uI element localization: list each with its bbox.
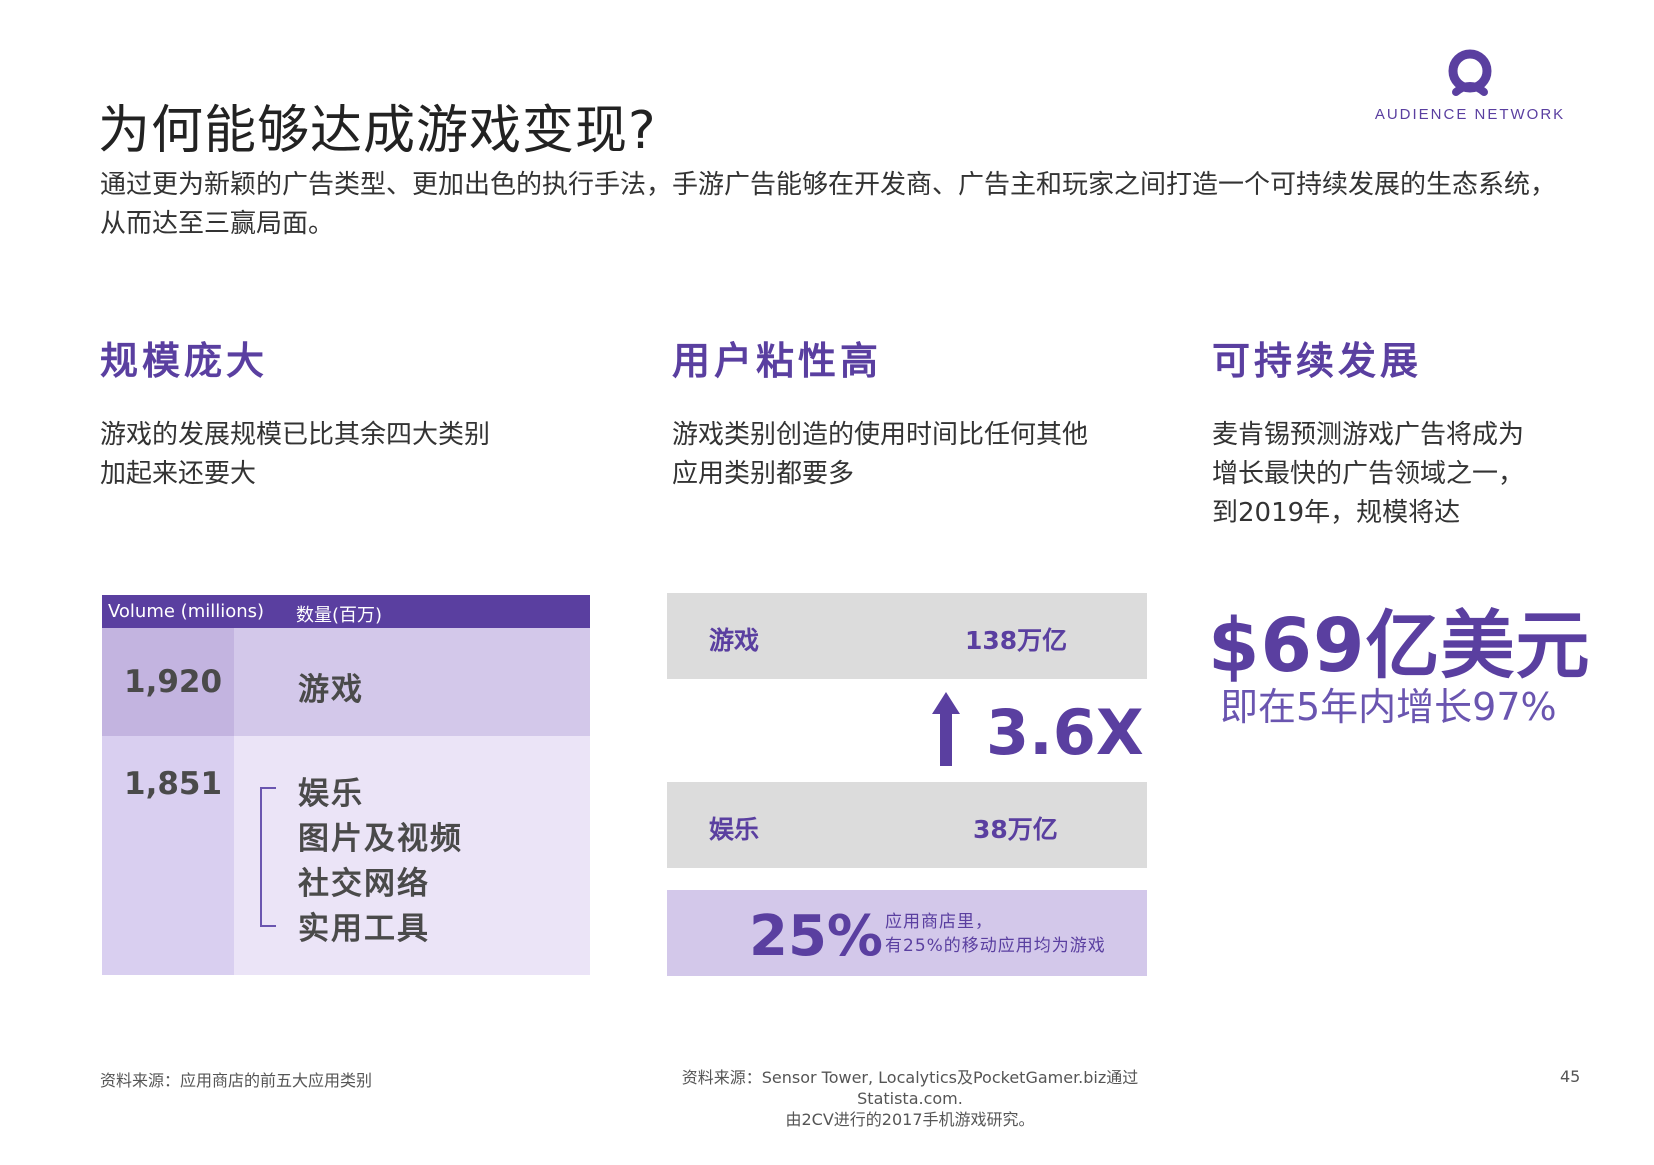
- logo-text: AUDIENCE NETWORK: [1374, 106, 1566, 123]
- desc-line: 游戏的发展规模已比其余四大类别: [100, 420, 491, 450]
- desc-line: 到2019年，规模将达: [1212, 498, 1461, 528]
- audience-network-logo: AUDIENCE NETWORK: [1370, 48, 1570, 128]
- row-value: 1,851: [124, 766, 223, 802]
- audience-network-logo-icon: [1448, 49, 1492, 96]
- forecast-amount: $69亿美元: [1208, 603, 1591, 689]
- usage-bar-value: 138万亿: [965, 626, 1068, 655]
- column-desc-scale: 游戏的发展规模已比其余四大类别 加起来还要大: [100, 416, 490, 494]
- source-middle: 资料来源：Sensor Tower, Localytics及PocketGame…: [630, 1067, 1190, 1130]
- column-desc-engagement: 游戏类别创造的使用时间比任何其他 应用类别都要多: [672, 416, 1088, 494]
- games-share-note: 应用商店里， 有25%的移动应用均为游戏: [885, 910, 1106, 958]
- row-category: 娱乐: [298, 776, 364, 812]
- page-number: 45: [1560, 1067, 1581, 1086]
- usage-bar-label: 娱乐: [709, 815, 760, 844]
- row-category: 实用工具: [298, 911, 430, 947]
- source-left: 资料来源：应用商店的前五大应用类别: [100, 1071, 373, 1090]
- column-title-scale: 规模庞大: [100, 339, 269, 383]
- forecast-growth: 即在5年内增长97%: [1220, 685, 1557, 729]
- desc-line: 应用类别都要多: [672, 459, 855, 489]
- growth-multiplier: 3.6X: [986, 696, 1144, 769]
- column-title-sustainable: 可持续发展: [1212, 339, 1423, 383]
- column-desc-sustainable: 麦肯锡预测游戏广告将成为 增长最快的广告领域之一， 到2019年，规模将达: [1212, 416, 1524, 533]
- games-share-value: 25%: [749, 904, 884, 969]
- source-line: 资料来源：Sensor Tower, Localytics及PocketGame…: [681, 1068, 1139, 1108]
- row-category: 游戏: [298, 672, 364, 708]
- table-row: 1,920 游戏: [102, 628, 590, 736]
- volume-table-header: Volume (millions) 数量(百万): [102, 595, 590, 628]
- row-category: 图片及视频: [298, 821, 463, 857]
- note-line: 有25%的移动应用均为游戏: [885, 936, 1106, 956]
- desc-line: 加起来还要大: [100, 459, 257, 489]
- row-value: 1,920: [124, 664, 223, 700]
- table-cell-value: 1,920: [102, 628, 234, 736]
- desc-line: 麦肯锡预测游戏广告将成为: [1212, 420, 1525, 450]
- usage-bar-label: 游戏: [709, 626, 760, 655]
- usage-bar-value: 38万亿: [973, 815, 1058, 844]
- column-title-engagement: 用户粘性高: [672, 339, 883, 383]
- desc-line: 增长最快的广告领域之一，: [1212, 459, 1525, 489]
- table-cell-value: 1,851: [102, 736, 234, 975]
- usage-bar-entertainment: 娱乐 38万亿: [667, 782, 1147, 868]
- source-line: 由2CV进行的2017手机游戏研究。: [785, 1110, 1035, 1129]
- row-category: 社交网络: [298, 866, 430, 902]
- page-title: 为何能够达成游戏变现?: [98, 101, 657, 161]
- desc-line: 游戏类别创造的使用时间比任何其他: [672, 420, 1089, 450]
- usage-bar-games: 游戏 138万亿: [667, 593, 1147, 679]
- header-quantity: 数量(百万): [296, 605, 383, 626]
- header-volume: Volume (millions): [108, 601, 265, 622]
- volume-table: Volume (millions) 数量(百万) 1,920 游戏 1,851 …: [102, 595, 590, 975]
- table-row: 1,851 娱乐 图片及视频 社交网络 实用工具: [102, 736, 590, 975]
- note-line: 应用商店里，: [885, 912, 993, 932]
- up-arrow-icon: [932, 692, 960, 766]
- category-bracket: [260, 787, 276, 927]
- intro-paragraph: 通过更为新颖的广告类型、更加出色的执行手法，手游广告能够在开发商、广告主和玩家之…: [100, 170, 1557, 239]
- games-share-box: 25% 应用商店里， 有25%的移动应用均为游戏: [667, 890, 1147, 976]
